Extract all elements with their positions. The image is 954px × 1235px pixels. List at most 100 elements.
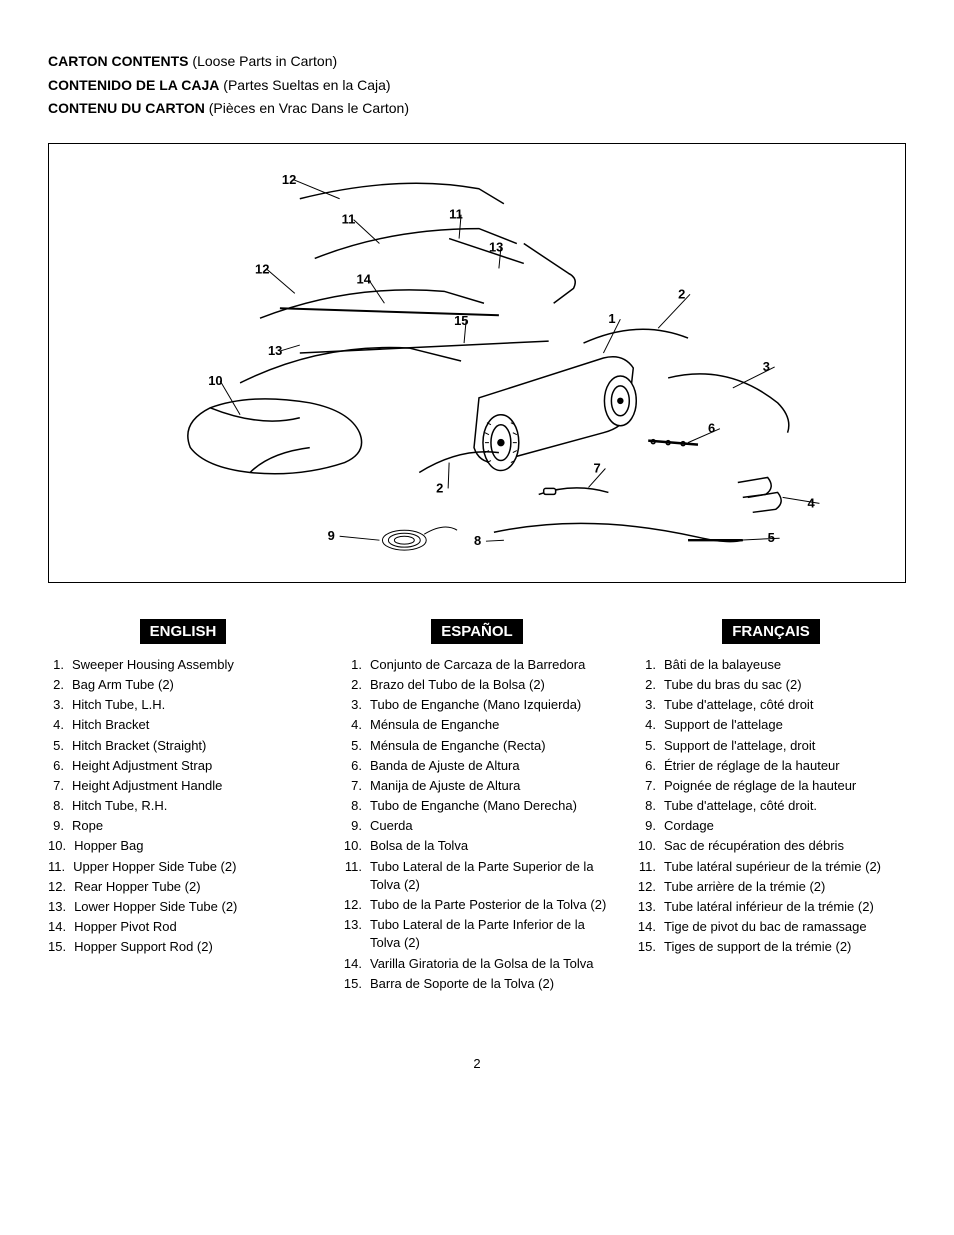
part-item: 11.Tube latéral supérieur de la trémie (… — [636, 858, 906, 876]
callout-label: 11 — [449, 206, 463, 221]
part-item: 11.Upper Hopper Side Tube (2) — [48, 858, 318, 876]
part-number: 9. — [48, 817, 72, 835]
column-title-fr: FRANÇAIS — [722, 619, 820, 644]
callout-label: 4 — [807, 495, 815, 510]
part-number: 6. — [636, 757, 664, 775]
callout-label: 9 — [328, 528, 335, 543]
part-number: 8. — [342, 797, 370, 815]
part-item: 7.Poignée de réglage de la hauteur — [636, 777, 906, 795]
part-label: Brazo del Tubo de la Bolsa (2) — [370, 676, 612, 694]
part-number: 14. — [48, 918, 74, 936]
callout-label: 7 — [593, 460, 600, 475]
column-title-wrap-en: ENGLISH — [48, 619, 318, 644]
part-item: 1.Conjunto de Carcaza de la Barredora — [342, 656, 612, 674]
callout-label: 13 — [489, 239, 503, 254]
part-number: 10. — [48, 837, 74, 855]
part-label: Hitch Bracket (Straight) — [72, 737, 318, 755]
callout-label: 3 — [763, 359, 770, 374]
part-label: Étrier de réglage de la hauteur — [664, 757, 906, 775]
part-label: Bag Arm Tube (2) — [72, 676, 318, 694]
part-item: 7.Manija de Ajuste de Altura — [342, 777, 612, 795]
part-label: Tubo de Enganche (Mano Derecha) — [370, 797, 612, 815]
part-number: 4. — [636, 716, 664, 734]
part-item: 6.Banda de Ajuste de Altura — [342, 757, 612, 775]
part-item: 14.Varilla Giratoria de la Golsa de la T… — [342, 955, 612, 973]
column-title-wrap-es: ESPAÑOL — [342, 619, 612, 644]
part-number: 1. — [636, 656, 664, 674]
part-item: 5.Hitch Bracket (Straight) — [48, 737, 318, 755]
part-label: Upper Hopper Side Tube (2) — [73, 858, 318, 876]
part-label: Tubo de la Parte Posterior de la Tolva (… — [370, 896, 612, 914]
part-number: 7. — [636, 777, 664, 795]
part-number: 12. — [636, 878, 664, 896]
part-item: 9.Cuerda — [342, 817, 612, 835]
part-label: Tiges de support de la trémie (2) — [664, 938, 906, 956]
part-label: Cuerda — [370, 817, 612, 835]
parts-list-en: 1.Sweeper Housing Assembly2.Bag Arm Tube… — [48, 656, 318, 957]
part-item: 4.Ménsula de Enganche — [342, 716, 612, 734]
part-label: Cordage — [664, 817, 906, 835]
part-label: Support de l'attelage, droit — [664, 737, 906, 755]
part-label: Ménsula de Enganche — [370, 716, 612, 734]
callout-line — [448, 462, 449, 488]
part-item: 2.Brazo del Tubo de la Bolsa (2) — [342, 676, 612, 694]
part-number: 4. — [342, 716, 370, 734]
part-number: 12. — [342, 896, 370, 914]
callout-label: 12 — [282, 172, 296, 187]
part-label: Tube latéral supérieur de la trémie (2) — [664, 858, 906, 876]
part-label: Manija de Ajuste de Altura — [370, 777, 612, 795]
part-number: 5. — [342, 737, 370, 755]
part-item: 1.Bâti de la balayeuse — [636, 656, 906, 674]
part-item: 12.Rear Hopper Tube (2) — [48, 878, 318, 896]
part-number: 7. — [48, 777, 72, 795]
part-item: 5.Support de l'attelage, droit — [636, 737, 906, 755]
callout-line — [294, 180, 340, 199]
column-francais: FRANÇAIS 1.Bâti de la balayeuse2.Tube du… — [636, 619, 906, 995]
part-number: 10. — [342, 837, 370, 855]
part-label: Hopper Support Rod (2) — [74, 938, 318, 956]
part-number: 9. — [636, 817, 664, 835]
part-item: 8.Hitch Tube, R.H. — [48, 797, 318, 815]
part-label: Hitch Tube, L.H. — [72, 696, 318, 714]
part-label: Tubo de Enganche (Mano Izquierda) — [370, 696, 612, 714]
callout-label: 10 — [208, 373, 222, 388]
part-label: Conjunto de Carcaza de la Barredora — [370, 656, 612, 674]
callout-line — [280, 345, 300, 351]
part-label: Tube d'attelage, côté droit — [664, 696, 906, 714]
part-number: 6. — [342, 757, 370, 775]
part-number: 13. — [48, 898, 74, 916]
part-label: Hitch Bracket — [72, 716, 318, 734]
part-label: Rope — [72, 817, 318, 835]
part-label: Tube latéral inférieur de la trémie (2) — [664, 898, 906, 916]
part-number: 14. — [342, 955, 370, 973]
part-label: Tubo Lateral de la Parte Superior de la … — [370, 858, 612, 894]
part-item: 13.Tube latéral inférieur de la trémie (… — [636, 898, 906, 916]
heading-line-es: CONTENIDO DE LA CAJA (Partes Sueltas en … — [48, 76, 906, 96]
part-item: 10.Sac de récupération des débris — [636, 837, 906, 855]
part-number: 11. — [342, 858, 370, 894]
callout-label: 13 — [268, 343, 282, 358]
part-item: 5.Ménsula de Enganche (Recta) — [342, 737, 612, 755]
callout-label: 15 — [454, 313, 468, 328]
part-number: 5. — [48, 737, 72, 755]
part-item: 12.Tube arrière de la trémie (2) — [636, 878, 906, 896]
part-item: 10.Hopper Bag — [48, 837, 318, 855]
part-label: Bolsa de la Tolva — [370, 837, 612, 855]
part-number: 1. — [48, 656, 72, 674]
part-number: 7. — [342, 777, 370, 795]
callout-line — [486, 540, 504, 541]
part-label: Tube du bras du sac (2) — [664, 676, 906, 694]
part-number: 15. — [342, 975, 370, 993]
part-number: 6. — [48, 757, 72, 775]
column-english: ENGLISH 1.Sweeper Housing Assembly2.Bag … — [48, 619, 318, 995]
part-number: 5. — [636, 737, 664, 755]
part-number: 3. — [342, 696, 370, 714]
heading-bold-en: CARTON CONTENTS — [48, 53, 189, 69]
part-number: 4. — [48, 716, 72, 734]
heading-block: CARTON CONTENTS (Loose Parts in Carton) … — [48, 52, 906, 119]
part-number: 3. — [636, 696, 664, 714]
callout-line — [340, 536, 380, 540]
part-item: 3.Tubo de Enganche (Mano Izquierda) — [342, 696, 612, 714]
part-item: 8.Tube d'attelage, côté droit. — [636, 797, 906, 815]
part-item: 13.Lower Hopper Side Tube (2) — [48, 898, 318, 916]
